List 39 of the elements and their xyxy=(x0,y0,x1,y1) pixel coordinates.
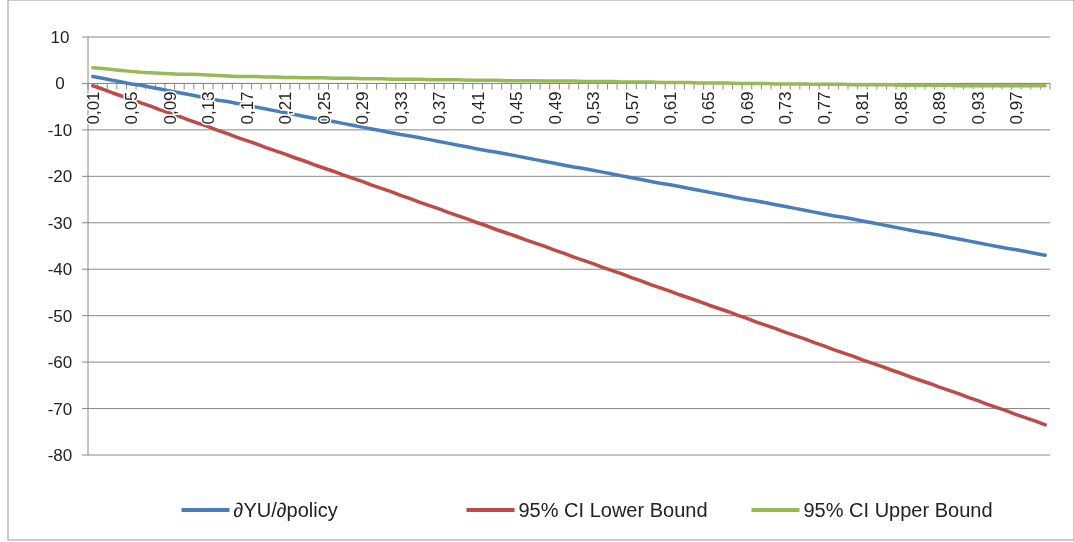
x-tick-label: 0,37 xyxy=(430,91,450,125)
x-tick-label: 0,53 xyxy=(584,91,604,125)
x-tick-label: 0,81 xyxy=(853,91,873,125)
y-tick-label: 0 xyxy=(55,74,65,94)
y-tick-label: 10 xyxy=(50,27,70,47)
x-tick-label: 0,41 xyxy=(468,91,488,125)
x-tick-label: 0,17 xyxy=(237,91,257,125)
x-tick-label: 0,57 xyxy=(622,91,642,125)
x-tick-label: 0,25 xyxy=(314,91,334,125)
x-tick-label: 0,21 xyxy=(276,91,296,125)
y-tick-label: -70 xyxy=(47,399,73,419)
y-tick-label: -30 xyxy=(47,213,73,233)
x-tick-label: 0,05 xyxy=(122,91,142,125)
y-tick-label: -10 xyxy=(47,120,73,140)
x-tick-label: 0,73 xyxy=(776,91,796,125)
x-tick-label: 0,85 xyxy=(891,91,911,125)
x-tick-label: 0,65 xyxy=(699,91,719,125)
x-tick-label: 0,89 xyxy=(930,91,950,125)
legend-label: 95% CI Lower Bound xyxy=(518,499,708,521)
y-tick-label: -40 xyxy=(47,260,73,280)
line-series xyxy=(91,65,1047,88)
x-tick-label: 0,09 xyxy=(160,91,180,125)
legend-label: 95% CI Upper Bound xyxy=(803,499,993,521)
x-tick-label: 0,93 xyxy=(968,91,988,125)
x-tick-label: 0,97 xyxy=(1007,91,1027,125)
x-tick-label: 0,49 xyxy=(545,91,565,125)
x-tick-label: 0,33 xyxy=(391,91,411,125)
x-tick-label: 0,77 xyxy=(814,91,834,125)
y-tick-label: -80 xyxy=(47,445,73,465)
legend-label: ∂YU/∂policy xyxy=(233,499,338,521)
x-tick-label: 0,01 xyxy=(83,91,103,125)
x-tick-label: 0,45 xyxy=(507,91,527,125)
y-tick-label: -50 xyxy=(47,306,73,326)
x-tick-label: 0,69 xyxy=(737,91,757,125)
y-tick-label: -60 xyxy=(47,353,73,373)
y-tick-label: -20 xyxy=(47,167,73,187)
x-tick-label: 0,61 xyxy=(661,91,681,125)
x-tick-label: 0,13 xyxy=(199,91,219,125)
x-tick-label: 0,29 xyxy=(353,91,373,125)
